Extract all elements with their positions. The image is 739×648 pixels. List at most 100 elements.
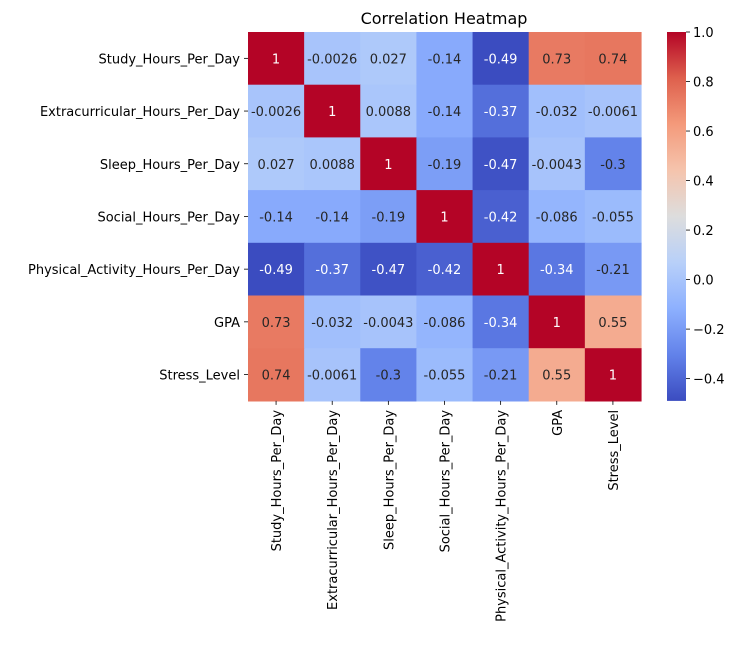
heatmap-cell (584, 242, 642, 297)
heatmap-cell (416, 295, 474, 349)
cell-annotation: -0.14 (428, 105, 462, 120)
heatmap-cell (528, 242, 586, 297)
heatmap-cell (304, 84, 361, 138)
cell-annotation: 1 (553, 316, 561, 331)
colorbar-tick-label: 0.4 (693, 175, 714, 190)
column-tick-label: Social_Hours_Per_Day (438, 410, 453, 553)
cell-annotation: -0.49 (484, 52, 518, 67)
row-tick-label: GPA (214, 316, 240, 331)
heatmap-cell (472, 84, 530, 138)
colorbar-tick-label: 0.2 (693, 224, 714, 239)
cell-annotation: -0.3 (376, 369, 401, 384)
cell-annotation: -0.0061 (588, 105, 638, 120)
heatmap-cell (416, 32, 474, 86)
heatmap-cell (360, 242, 418, 297)
cell-annotation: -0.086 (424, 316, 466, 331)
cell-annotation: 0.027 (257, 158, 294, 173)
cell-annotation: -0.055 (424, 369, 466, 384)
cell-annotation: -0.37 (315, 263, 349, 278)
heatmap-cell (360, 32, 418, 86)
cell-annotation: -0.37 (484, 105, 518, 120)
cell-annotation: -0.49 (259, 263, 293, 278)
colorbar-tick-label: 1.0 (693, 26, 714, 41)
heatmap-cell (528, 190, 586, 244)
heatmap-cell (304, 348, 361, 402)
heatmap-cell (584, 348, 642, 402)
heatmap-cell (416, 137, 474, 191)
colorbar-tick-label: 0.0 (693, 274, 714, 289)
cell-annotation: -0.0061 (307, 369, 357, 384)
column-tick-label: Physical_Activity_Hours_Per_Day (495, 410, 510, 622)
cell-annotation: -0.47 (372, 263, 406, 278)
heatmap-cell (248, 242, 305, 297)
row-tick-label: Extracurricular_Hours_Per_Day (40, 105, 240, 120)
cell-annotation: -0.42 (484, 210, 518, 225)
row-tick-labels: Study_Hours_Per_Day Extracurricular_Hours… (28, 52, 248, 384)
heatmap-cell (360, 190, 418, 244)
cell-annotation: -0.0026 (251, 105, 301, 120)
cell-annotation: 0.55 (598, 316, 627, 331)
heatmap-cell (472, 32, 530, 86)
heatmap-cell (360, 84, 418, 138)
cell-annotation: 0.027 (370, 52, 407, 67)
cell-annotation: 1 (272, 52, 280, 67)
cell-annotation: -0.19 (428, 158, 462, 173)
colorbar-tick-label: −0.4 (693, 373, 725, 388)
heatmap-cell (416, 84, 474, 138)
cell-annotation: 0.0088 (309, 158, 355, 173)
cell-annotation: -0.0043 (532, 158, 582, 173)
cell-annotation: -0.47 (484, 158, 518, 173)
heatmap-cell (472, 295, 530, 349)
cell-annotation: -0.032 (311, 316, 353, 331)
heatmap-cell (528, 295, 586, 349)
colorbar-tick-label: 0.8 (693, 76, 714, 91)
heatmap-cell (360, 295, 418, 349)
heatmap-cell (248, 295, 305, 349)
cell-annotation: -0.21 (484, 369, 518, 384)
cell-annotation: -0.0026 (307, 52, 357, 67)
heatmap-cell (248, 84, 305, 138)
cell-annotation: -0.055 (592, 210, 634, 225)
cell-annotation: 1 (328, 105, 336, 120)
heatmap-cell (528, 137, 586, 191)
cell-annotation: -0.032 (536, 105, 578, 120)
heatmap-cell (584, 32, 642, 86)
heatmap-cell (584, 84, 642, 138)
heatmap-cell (304, 190, 361, 244)
heatmap-cell (248, 137, 305, 191)
column-tick-label: GPA (551, 410, 566, 436)
cell-annotation: -0.19 (372, 210, 406, 225)
cell-annotation: 1 (609, 369, 617, 384)
column-tick-label: Sleep_Hours_Per_Day (382, 410, 397, 550)
cell-annotation: 1 (496, 263, 504, 278)
cell-annotation: -0.0043 (363, 316, 413, 331)
cell-annotation: 1 (440, 210, 448, 225)
heatmap-cell (304, 242, 361, 297)
heatmap-cell (248, 32, 305, 86)
heatmap-cell (472, 137, 530, 191)
cell-annotation: 0.55 (542, 369, 571, 384)
cell-annotation: -0.086 (536, 210, 578, 225)
cell-annotation: -0.34 (540, 263, 574, 278)
heatmap-cell (584, 137, 642, 191)
heatmap-cell (528, 32, 586, 86)
heatmap-cell (360, 348, 418, 402)
row-tick-label: Sleep_Hours_Per_Day (100, 158, 240, 173)
heatmap-cell (304, 137, 361, 191)
colorbar-gradient (667, 32, 686, 401)
heatmap-cell (304, 295, 361, 349)
heatmap-cell (416, 190, 474, 244)
heatmap-cell (248, 348, 305, 402)
column-tick-label: Extracurricular_Hours_Per_Day (326, 410, 341, 610)
colorbar: −0.4 −0.2 0.0 0.2 0.4 0.6 0.8 1.0 (667, 26, 725, 401)
heatmap-cell (304, 32, 361, 86)
row-tick-label: Study_Hours_Per_Day (98, 52, 240, 67)
column-tick-labels: Study_Hours_Per_Day Extracurricular_Hours… (270, 400, 622, 622)
cell-annotation: 0.74 (262, 369, 291, 384)
heatmap-cell (248, 190, 305, 244)
cell-annotation: -0.42 (428, 263, 462, 278)
cell-annotation: -0.34 (484, 316, 518, 331)
colorbar-tick-label: −0.2 (693, 323, 725, 338)
heatmap-cell (360, 137, 418, 191)
